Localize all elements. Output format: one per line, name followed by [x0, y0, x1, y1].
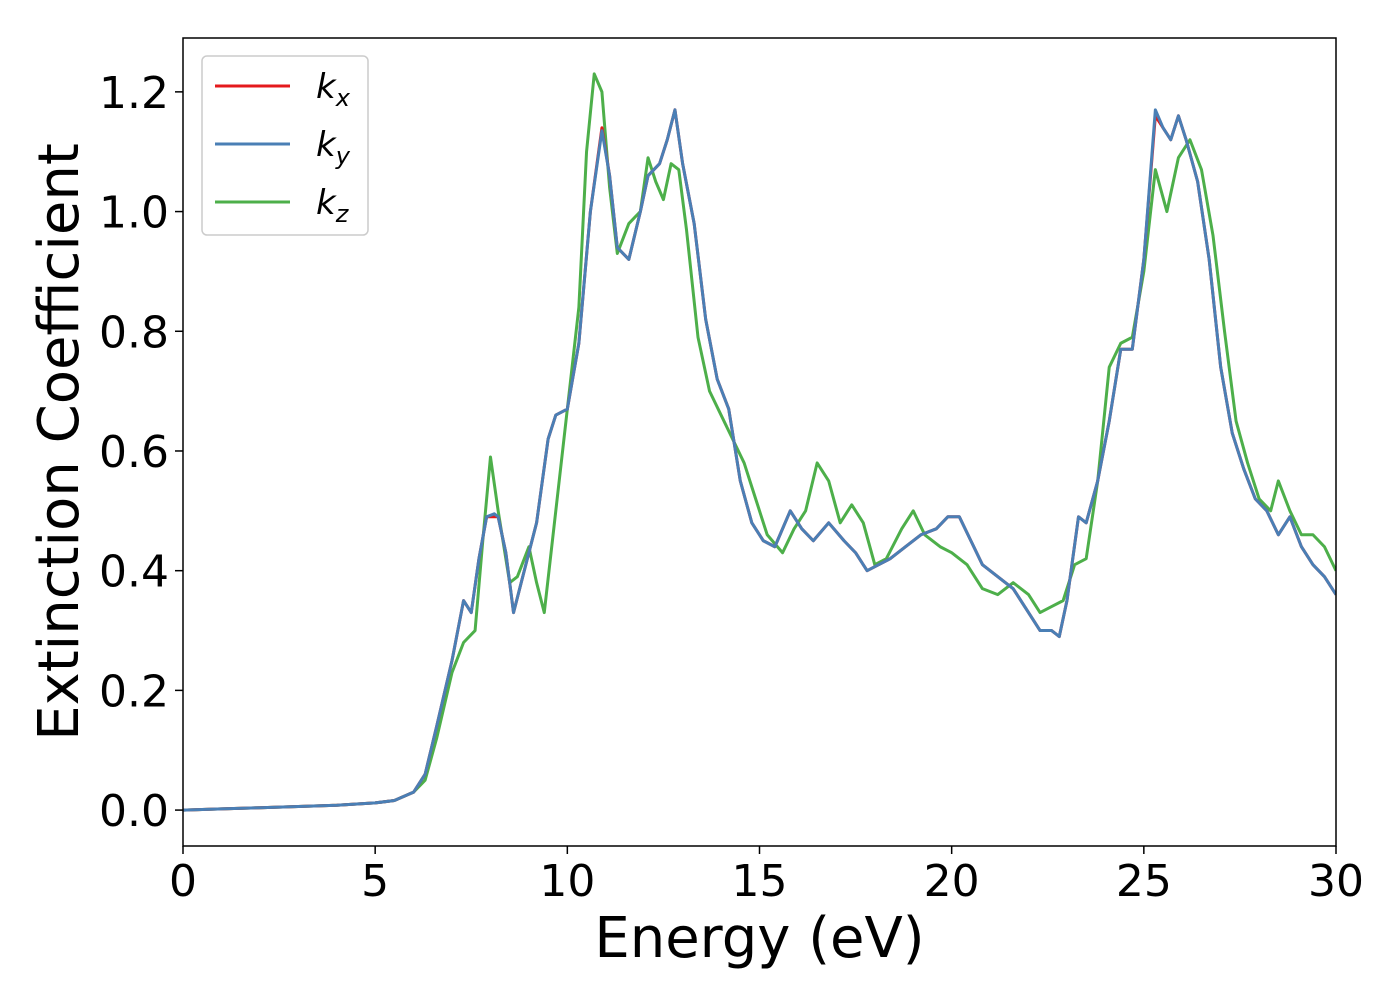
x-tick-label: 15: [732, 856, 788, 907]
y-tick-label: 0.6: [99, 427, 169, 478]
y-tick-label: 0.4: [99, 547, 169, 598]
y-tick-label: 1.2: [99, 68, 169, 119]
series-layer: [183, 72, 1336, 812]
y-tick-label: 1.0: [99, 188, 169, 239]
series-line-kz: [183, 72, 1336, 812]
x-axis-title: Energy (eV): [594, 906, 924, 971]
series-line-ky: [183, 108, 1336, 812]
x-tick-label: 20: [924, 856, 980, 907]
x-tick-label: 0: [169, 856, 197, 907]
axes-layer: 0 5 10 15 20 25 30 0.0 0.2 0.4 0.6 0.8 1.0 1.2: [99, 37, 1364, 907]
y-axis-title: Extinction Coefficient: [27, 143, 92, 741]
x-tick-label: 10: [539, 856, 595, 907]
x-tick-label: 25: [1116, 856, 1172, 907]
y-tick-label: 0.8: [99, 307, 169, 358]
y-tick-label: 0.0: [99, 786, 169, 837]
x-tick-label: 30: [1308, 856, 1364, 907]
y-tick-label: 0.2: [99, 666, 169, 717]
x-tick-label: 5: [361, 856, 389, 907]
